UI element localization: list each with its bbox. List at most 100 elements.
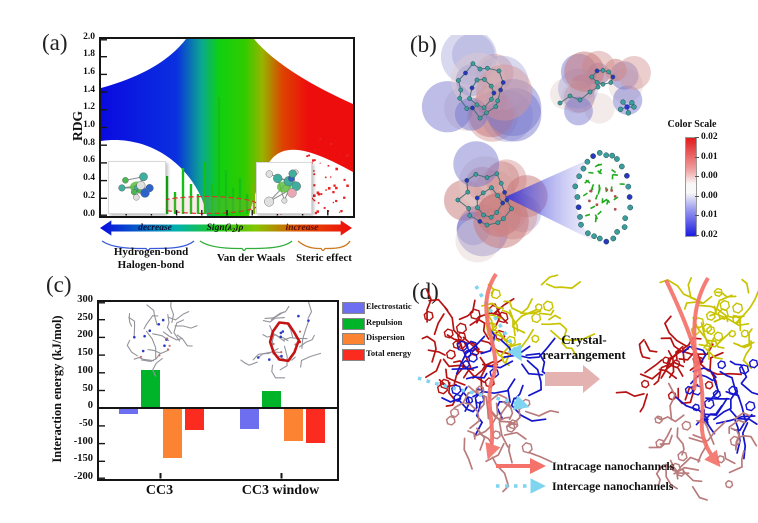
c-category-label: CC3 window	[241, 483, 320, 498]
c-legend-label: Dispersion	[366, 332, 405, 343]
bar-dispersion	[284, 408, 303, 441]
c-ytick-label: 150	[77, 347, 93, 359]
brace-steric	[297, 240, 351, 251]
c-legend-label: Repulsion	[366, 316, 403, 327]
a-ytick-label: 1.0	[83, 120, 95, 130]
a-ytick-label: 1.2	[83, 102, 95, 113]
cutaway-ring-view	[572, 150, 634, 245]
c-ytick-label: 50	[82, 382, 94, 394]
color-scale-tick-label: 0.00	[701, 171, 718, 182]
steric-molecule-image	[264, 169, 301, 207]
color-scale-tick-mark	[695, 137, 699, 138]
color-scale-tick-mark	[695, 195, 699, 197]
color-scale-tick-mark	[695, 215, 699, 217]
c-category-label: CC3	[145, 483, 174, 498]
cage-insets	[99, 302, 322, 479]
hbond-line1: Hydrogen-bond	[113, 246, 189, 258]
intracage-arrow-right	[664, 279, 721, 468]
esp-surfaces-illustration	[421, 35, 651, 263]
color-scale-tick-mark	[695, 176, 699, 178]
hbond-line2: Halogen-bond	[117, 259, 185, 271]
region-label-steric: Steric effect	[296, 252, 352, 264]
brace-vdw	[199, 240, 293, 251]
bar-total-energy	[185, 408, 204, 431]
a-ytick-label: 0.0	[83, 208, 95, 219]
legend-intercage-label: Intercage nanochannels	[552, 479, 674, 493]
rdg-density-region	[101, 39, 353, 216]
zero-line	[99, 407, 337, 409]
a-inset-hbond-molecule	[108, 161, 166, 214]
c-ytick-label: 250	[77, 311, 93, 323]
c-ytick-label: -50	[79, 417, 93, 429]
intercage-arrow-1	[474, 285, 522, 362]
bar-repulsion	[262, 390, 281, 409]
bar-total-energy	[306, 408, 325, 443]
c-legend-swatch	[342, 302, 365, 314]
region-braces	[101, 240, 351, 251]
zoom-funnel	[505, 158, 592, 240]
color-scale-title: Color Scale	[667, 119, 717, 130]
cc3-cage-inset	[126, 302, 198, 377]
hbond-molecule-image	[118, 172, 154, 201]
brace-hbond	[101, 240, 195, 251]
c-ytick-label: 100	[77, 364, 93, 376]
c-ytick-label: -100	[73, 435, 93, 447]
bar-dispersion	[163, 408, 182, 458]
panel-a-label: (a)	[42, 30, 68, 55]
c-ytick-label: 300	[77, 294, 93, 305]
color-scale-tick-label: 0.02	[701, 132, 718, 142]
panel-c-label: (c)	[46, 272, 72, 297]
c-legend-swatch	[342, 317, 365, 330]
c-legend-swatch	[342, 333, 365, 346]
a-ytick-label: 1.8	[83, 49, 95, 60]
color-scale-bar	[685, 137, 697, 237]
guest-surface-molecule	[550, 50, 651, 126]
crystal-rearrangement-text: Crystal- rearrangement	[532, 332, 636, 362]
gradient-label-decrease: decrease	[138, 223, 172, 233]
color-scale-tick-label: 0.01	[701, 151, 718, 162]
a-ytick-label: 0.6	[83, 155, 95, 166]
rearrangement-arrow	[545, 365, 600, 393]
bar-repulsion	[141, 370, 160, 409]
big-arrow-shape	[545, 365, 600, 393]
bar-electrostatic	[240, 408, 259, 430]
crystal-cluster-after	[615, 277, 758, 501]
region-label-vdw: Van der Waals	[216, 252, 286, 264]
color-scale-tick-label: 0.00	[701, 190, 718, 201]
a-ytick-label: 2.0	[83, 31, 95, 42]
a-ytick-label: 0.4	[83, 173, 95, 184]
gradient-label-increase: increase	[285, 223, 319, 233]
rdg-scatter-canvas	[101, 39, 353, 216]
c-ytick-label: -200	[73, 471, 93, 482]
c-ytick-label: 0	[87, 400, 93, 412]
low-density-dashed-ellipse	[153, 195, 259, 215]
c-legend-label: Electrostatic	[366, 301, 412, 311]
c-ytick-label: 200	[77, 329, 93, 341]
gradient-label-sign: Sign(λ₂)ρ	[206, 223, 244, 233]
a-ytick-label: 0.8	[83, 137, 95, 148]
color-scale-tick-mark	[695, 235, 699, 236]
panel-b-label: (b)	[410, 32, 437, 57]
c-legend-swatch	[342, 349, 365, 362]
interaction-energy-bar-chart	[97, 300, 339, 481]
c-axis-tick-marks	[99, 302, 283, 479]
crystal-line1: Crystal-	[561, 332, 607, 347]
color-scale-tick-mark	[695, 156, 699, 158]
crystal-rearrangement-illustration	[417, 272, 758, 501]
cc3-window-cage-inset	[240, 302, 322, 379]
color-scale-tick-label: 0.02	[701, 230, 718, 240]
intracage-arrow-left	[484, 272, 501, 460]
c-legend-label: Total energy	[366, 348, 412, 359]
region-label-hbond: Hydrogen-bond Halogen-bond	[95, 246, 207, 272]
a-ytick-label: 1.4	[83, 84, 95, 95]
crystal-line2: rearrangement	[542, 347, 626, 362]
legend-intracage-label: Intracage nanochannels	[552, 459, 675, 473]
intracage-arrow-right-upper	[692, 276, 710, 391]
bar-electrostatic	[119, 408, 138, 415]
cage-surface-molecule	[421, 35, 542, 142]
color-scale-tick-label: 0.01	[701, 210, 718, 221]
intercage-arrow-2	[417, 376, 530, 411]
vdw-spikes	[149, 97, 263, 214]
a-ytick-label: 1.6	[83, 66, 95, 77]
